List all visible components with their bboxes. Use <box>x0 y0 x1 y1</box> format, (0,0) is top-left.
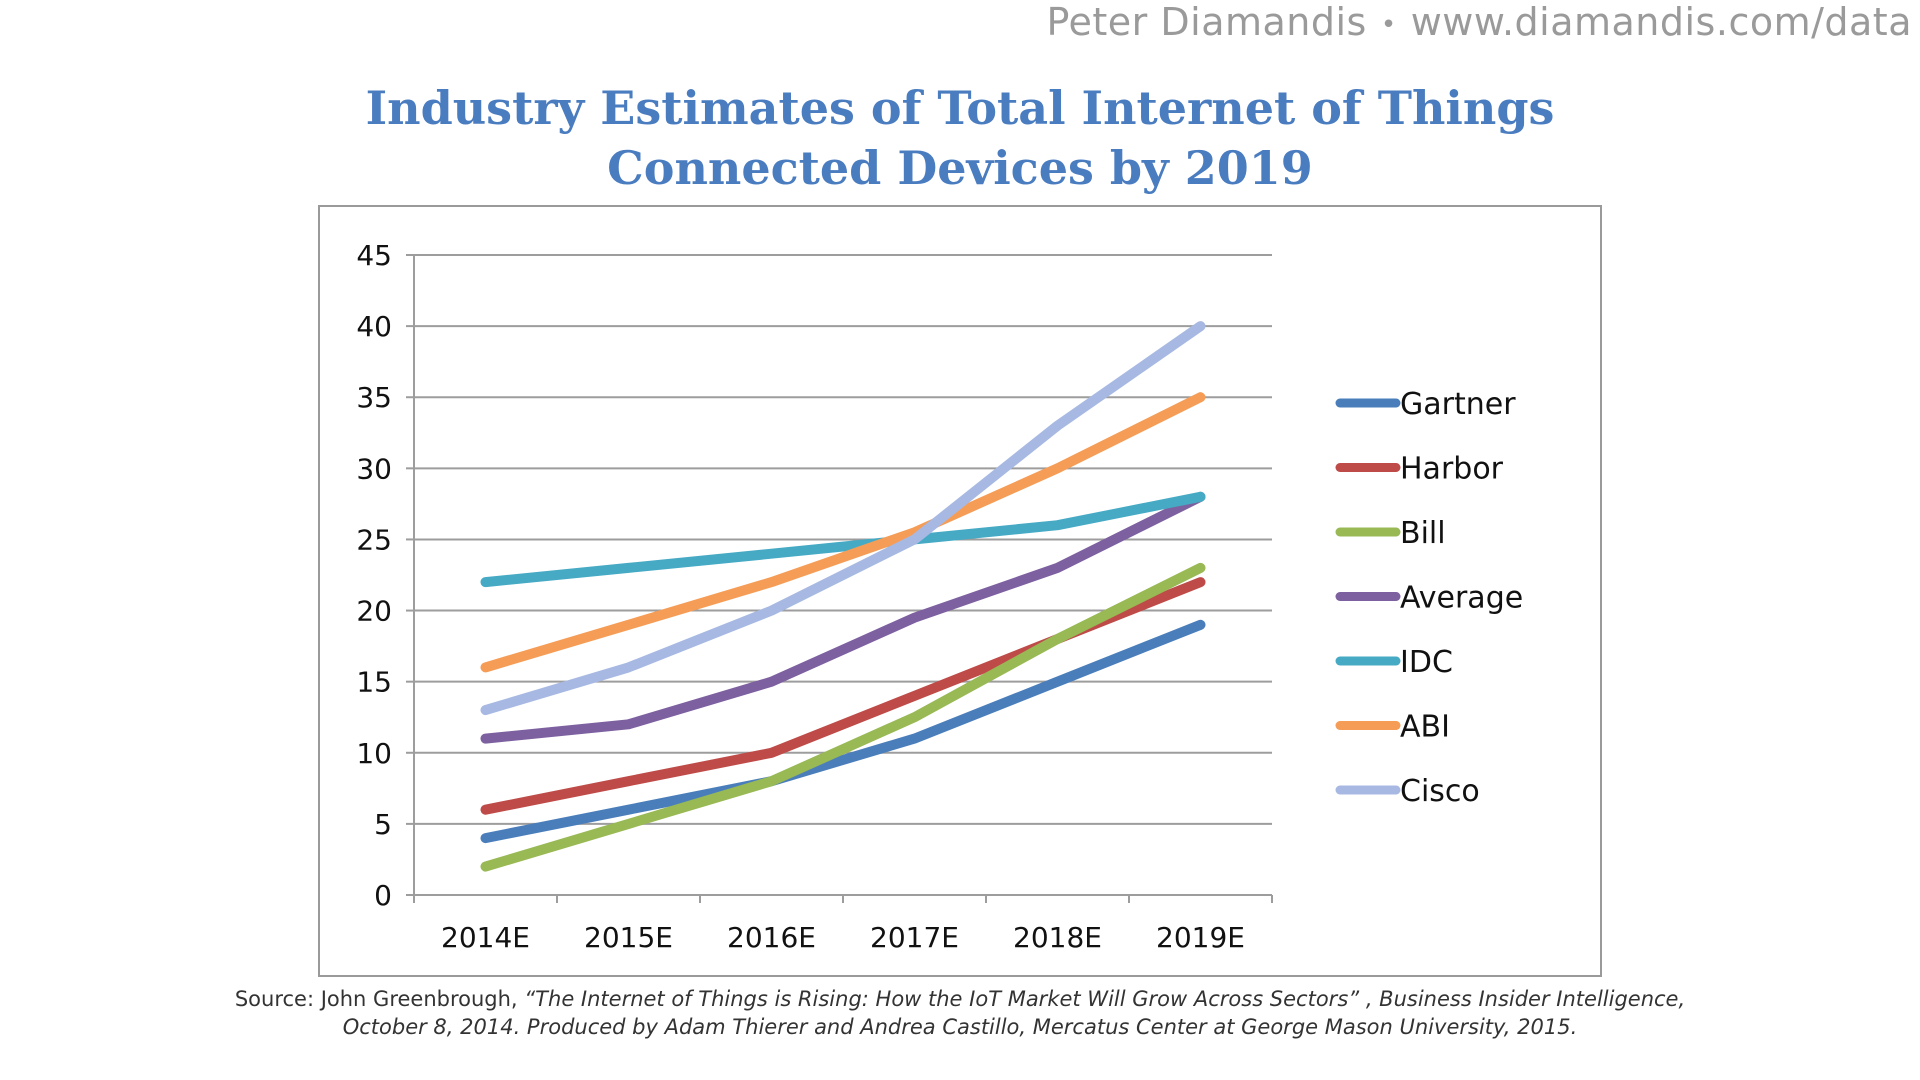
legend-label-gartner: Gartner <box>1400 387 1516 422</box>
y-tick-label-5: 5 <box>374 808 392 841</box>
legend-label-average: Average <box>1400 581 1523 616</box>
y-tick-label-15: 15 <box>356 666 392 699</box>
legend-label-idc: IDC <box>1400 645 1453 680</box>
series-line-cisco <box>480 321 1206 716</box>
legend-label-bill: Bill <box>1400 516 1446 551</box>
x-tick-label-2015E: 2015E <box>584 921 673 954</box>
chart-title-line-1: Industry Estimates of Total Internet of … <box>365 81 1555 135</box>
separator-dot: • <box>1380 9 1397 40</box>
chart-title: Industry Estimates of Total Internet of … <box>0 78 1920 198</box>
y-tick-label-35: 35 <box>356 381 392 414</box>
source-citation: Source: John Greenbrough, “The Internet … <box>230 985 1690 1041</box>
series-line-average <box>480 491 1206 744</box>
x-tick-label-2014E: 2014E <box>441 921 530 954</box>
source-prefix: Source: John Greenbrough, <box>234 987 525 1011</box>
x-tick-label-2018E: 2018E <box>1013 921 1102 954</box>
y-tick-label-40: 40 <box>356 310 392 343</box>
y-tick-label-20: 20 <box>356 595 392 628</box>
chart-frame: 0 5 10 15 20 25 30 35 40 45 2014E 2015E 2016E 2017E 20… <box>318 205 1602 977</box>
legend-label-abi: ABI <box>1400 710 1450 745</box>
y-tick-label-30: 30 <box>356 452 392 485</box>
series-line-idc <box>480 491 1206 588</box>
author-name: Peter Diamandis <box>1046 0 1367 44</box>
source-reference: “The Internet of Things is Rising: How t… <box>342 987 1686 1039</box>
y-tick-label-45: 45 <box>356 239 392 272</box>
series-line-gartner <box>480 619 1206 844</box>
x-tick-label-2019E: 2019E <box>1156 921 1245 954</box>
line-chart: 0 5 10 15 20 25 30 35 40 45 2014E 2015E 2016E 2017E 20… <box>356 239 1523 954</box>
header-credit: Peter Diamandis • www.diamandis.com/data <box>1046 0 1912 44</box>
series-line-bill <box>480 562 1206 872</box>
y-tick-label-0: 0 <box>374 879 392 912</box>
legend-label-cisco: Cisco <box>1400 774 1480 809</box>
source-url: www.diamandis.com/data <box>1410 0 1912 44</box>
y-tick-label-25: 25 <box>356 523 392 556</box>
x-tick-label-2017E: 2017E <box>870 921 959 954</box>
x-tick-label-2016E: 2016E <box>727 921 816 954</box>
series-line-abi <box>480 392 1206 673</box>
chart-title-line-2: Connected Devices by 2019 <box>607 141 1313 195</box>
legend-label-harbor: Harbor <box>1400 452 1504 487</box>
y-tick-label-10: 10 <box>356 737 392 770</box>
